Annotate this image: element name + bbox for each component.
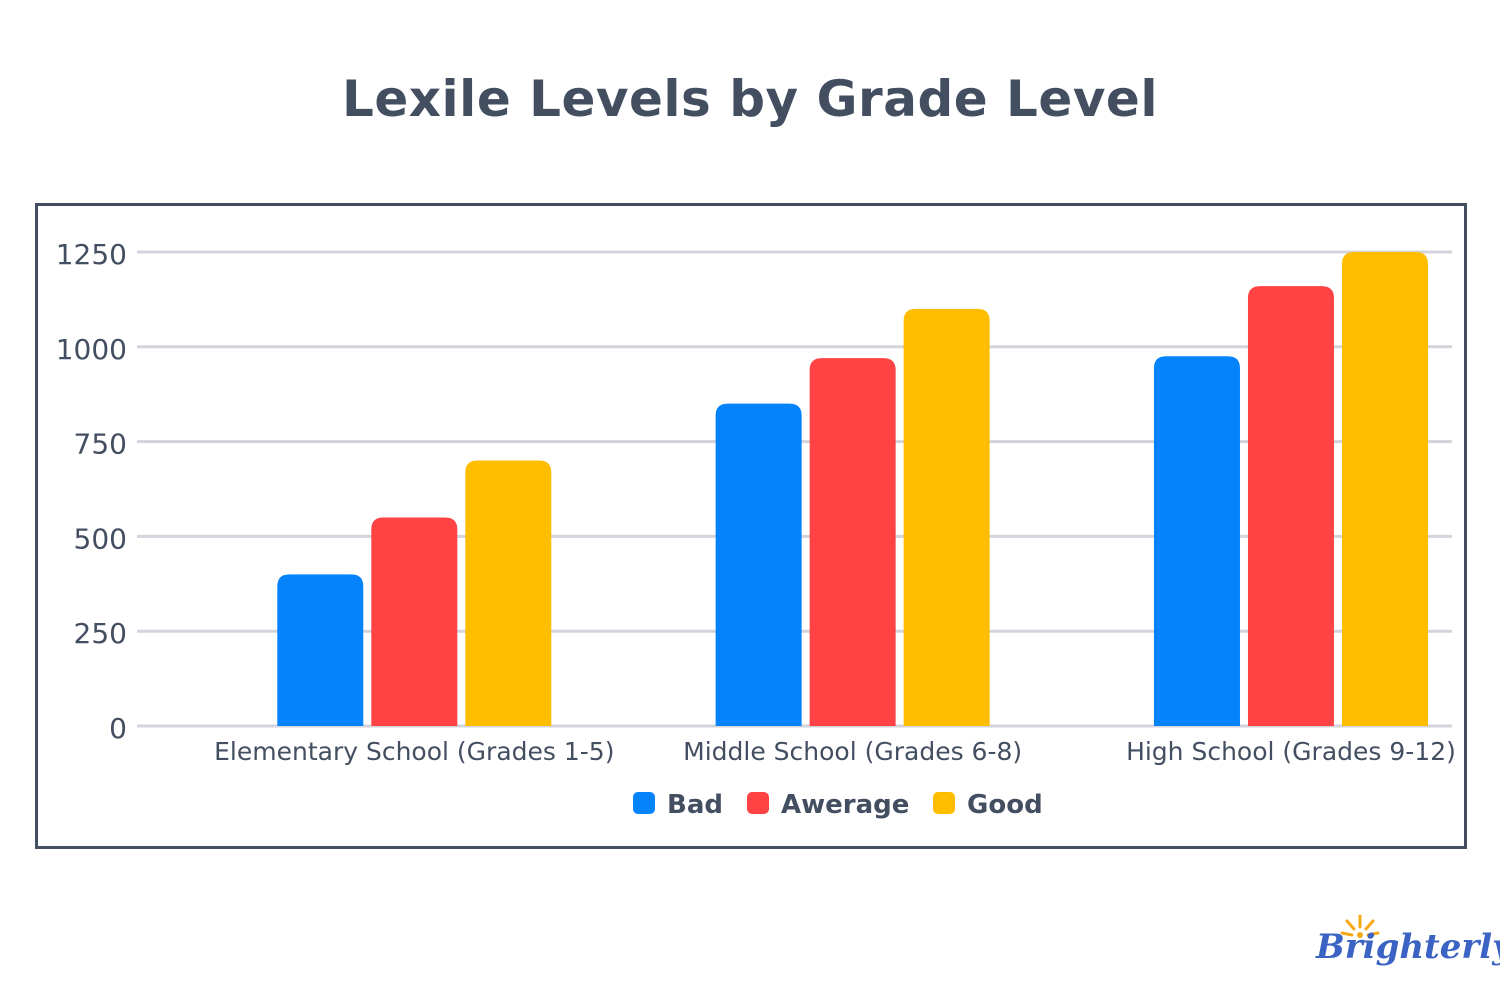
bar-awerage	[371, 517, 458, 726]
bar-bad	[1153, 356, 1240, 726]
legend-swatch-bad	[633, 792, 655, 814]
chart-title: Lexile Levels by Grade Level	[342, 70, 1158, 128]
legend-label: Bad	[667, 790, 723, 820]
x-tick-label: High School (Grades 9-12)	[1126, 737, 1456, 766]
y-tick-label: 500	[74, 522, 127, 555]
y-tick-label: 1250	[56, 238, 127, 271]
bar-good	[1341, 252, 1428, 726]
y-tick-label: 250	[74, 617, 127, 650]
bar-bad	[277, 574, 364, 726]
legend-swatch-good	[933, 792, 955, 814]
sun-icon	[1340, 914, 1380, 938]
x-tick-label: Middle School (Grades 6-8)	[683, 737, 1022, 766]
y-tick-label: 1000	[56, 333, 127, 366]
brighterly-logo: Brighterly	[1316, 914, 1500, 967]
bar-good	[903, 308, 990, 726]
legend-label: Good	[967, 790, 1043, 820]
chart-frame	[35, 203, 1467, 849]
y-tick-label: 0	[109, 712, 127, 745]
bar-awerage	[1247, 286, 1334, 726]
bar-bad	[715, 403, 802, 726]
bar-awerage	[809, 358, 896, 726]
x-tick-label: Elementary School (Grades 1-5)	[214, 737, 614, 766]
logo-text: Brighterly	[1316, 927, 1500, 967]
legend-swatch-awerage	[747, 792, 769, 814]
bar-good	[465, 460, 552, 726]
legend-label: Awerage	[781, 790, 909, 820]
y-tick-label: 750	[74, 428, 127, 461]
